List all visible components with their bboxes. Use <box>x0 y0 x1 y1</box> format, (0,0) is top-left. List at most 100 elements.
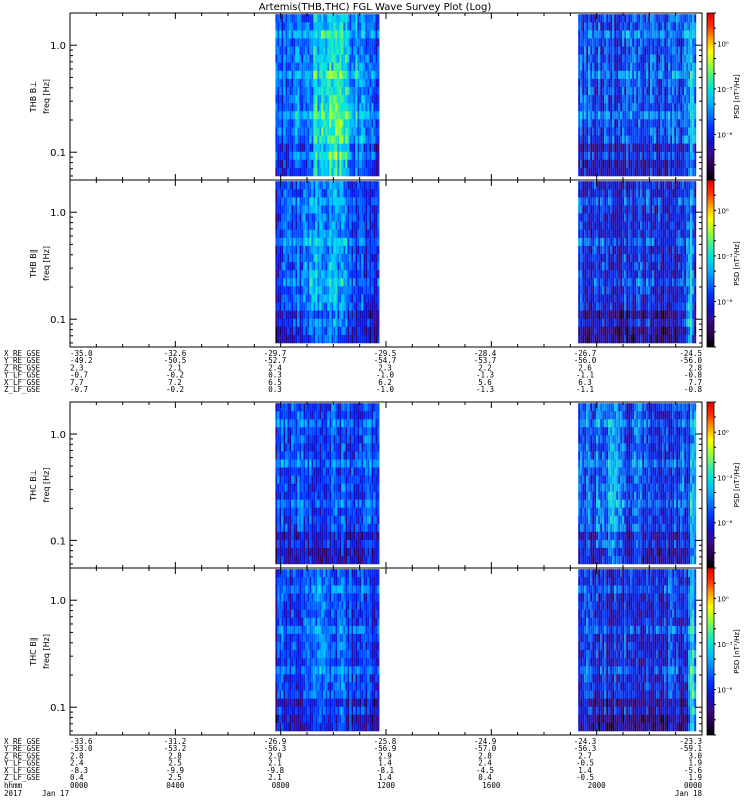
colorbar-tick-label: 10⁰ <box>717 595 729 603</box>
orbit-value: 1.4 <box>378 759 392 768</box>
orbit-value: 7.7 <box>688 378 702 387</box>
orbit-value: -59.1 <box>679 744 702 753</box>
orbit-value: 1.9 <box>688 773 702 782</box>
colorbar-tick-label: 10⁰ <box>717 40 729 48</box>
orbit-value: 2.2 <box>478 363 492 372</box>
orbit-value: -1.1 <box>576 371 594 380</box>
colorbar-thc-bperp <box>706 401 715 569</box>
freq-tick-label: 0.1 <box>50 148 66 159</box>
panel-thc-bperp: 1.0 0.1 THC B⊥ freq [Hz] 10⁰ 10⁻³ 10⁻⁶ PSD [nT²… <box>29 401 741 569</box>
orbit-value: -28.4 <box>474 349 497 358</box>
orbit-row-label: X_LF_GSE <box>4 766 41 775</box>
orbit-row-label: Y_RE_GSE <box>4 744 41 753</box>
orbit-value: -56.3 <box>264 744 287 753</box>
date-end-label: Jan 18 <box>675 789 703 798</box>
orbit-value: -5.6 <box>684 766 703 775</box>
time-tick-label: 1600 <box>482 781 501 790</box>
panel-thc-bpar: 1.0 0.1 THC B∥ freq [Hz] 10⁰ 10⁻³ 10⁻⁶ PSD [nT²… <box>29 567 741 736</box>
orbit-value: 6.3 <box>578 378 592 387</box>
time-tick-label: 0400 <box>166 781 185 790</box>
orbit-value: 2.9 <box>378 751 392 760</box>
orbit-value: -56.3 <box>574 744 597 753</box>
orbit-value: 2.3 <box>70 363 84 372</box>
orbit-value: 3.0 <box>688 751 702 760</box>
orbit-row-label: X_RE_GSE <box>4 737 41 746</box>
orbit-row-label: Y_RE_GSE <box>4 356 41 365</box>
colorbar-tick-label: 10⁻³ <box>717 253 733 261</box>
orbit-value: -0.2 <box>166 385 184 394</box>
panel-yunit: freq [Hz] <box>42 468 51 503</box>
orbit-row-label: Y_LF_GSE <box>4 371 41 380</box>
orbit-value: -8.3 <box>70 766 88 775</box>
orbit-row-label: Z_RE_GSE <box>4 363 41 372</box>
orbit-value: 2.1 <box>268 759 282 768</box>
panel-ylabel: THC B∥ <box>29 637 38 667</box>
orbit-value: -0.8 <box>684 371 703 380</box>
orbit-row-label: Z_LF_GSE <box>4 773 41 782</box>
panel-yunit: freq [Hz] <box>42 634 51 669</box>
spectrogram-panels: 1.0 0.1 THB B⊥ freq [Hz] 10⁰ 10⁻³ 10⁻⁶ PSD [nT²… <box>29 12 741 736</box>
orbit-value: 2.1 <box>168 363 182 372</box>
orbit-value: 0.4 <box>478 773 492 782</box>
orbit-value: -49.2 <box>70 356 93 365</box>
orbit-value: -1.0 <box>376 385 395 394</box>
orbit-value: 6.5 <box>268 378 282 387</box>
orbit-value: -26.9 <box>264 737 287 746</box>
orbit-value: -0.5 <box>576 759 594 768</box>
orbit-value: -1.3 <box>476 385 494 394</box>
orbit-value: -56.9 <box>374 744 397 753</box>
orbit-value: -8.1 <box>376 766 394 775</box>
orbit-value: -0.2 <box>166 371 184 380</box>
orbit-value: -24.3 <box>574 737 597 746</box>
orbit-value: 0.3 <box>268 385 282 394</box>
plot-title: Artemis(THB,THC) FGL Wave Survey Plot (L… <box>259 2 492 13</box>
orbit-row-label: Z_RE_GSE <box>4 751 41 760</box>
orbit-row-label: X_LF_GSE <box>4 378 41 387</box>
orbit-value: -53.2 <box>164 744 187 753</box>
colorbar-label: PSD [nT²/Hz] <box>733 629 741 674</box>
spectrogram-thc-bperp <box>275 403 697 565</box>
orbit-value: -53.0 <box>70 744 93 753</box>
time-tick-label: 0000 <box>70 781 89 790</box>
orbit-value: 2.8 <box>478 751 492 760</box>
colorbar-label: PSD [nT²/Hz] <box>733 74 741 119</box>
orbit-value: -0.7 <box>70 371 88 380</box>
panel-ylabel: THB B⊥ <box>29 81 38 113</box>
date-start-label: Jan 17 <box>42 789 69 798</box>
orbit-value: 2.5 <box>168 759 182 768</box>
orbit-value: 2.8 <box>168 751 182 760</box>
orbit-value: -53.7 <box>474 356 497 365</box>
orbit-value: 2.1 <box>268 773 282 782</box>
orbit-value: 2.6 <box>578 363 592 372</box>
orbit-value: 2.5 <box>168 773 182 782</box>
orbit-value: -9.9 <box>166 766 184 775</box>
orbit-value: -50.5 <box>164 356 187 365</box>
orbit-value: -52.7 <box>264 356 287 365</box>
colorbar-tick-label: 10⁰ <box>717 207 729 215</box>
spectrogram-thc-bpar <box>275 569 697 732</box>
colorbar-tick-label: 10⁻⁶ <box>717 520 733 528</box>
orbit-value: 1.9 <box>688 759 702 768</box>
orbit-value: 6.2 <box>378 378 392 387</box>
time-tick-label: 1200 <box>377 781 396 790</box>
orbit-row-label: Z_LF_GSE <box>4 385 41 394</box>
time-tick-label: 2000 <box>588 781 607 790</box>
orbit-value: -24.9 <box>474 737 497 746</box>
orbit-value: -56.0 <box>679 356 702 365</box>
orbit-value: 1.4 <box>378 773 392 782</box>
orbit-value: 2.8 <box>70 751 84 760</box>
spectrogram-thb-bpar <box>275 181 697 344</box>
orbit-value: -25.8 <box>374 737 397 746</box>
panel-ylabel: THB B∥ <box>29 249 38 278</box>
orbit-value: -1.1 <box>576 385 594 394</box>
colorbar-tick-label: 10⁻⁶ <box>717 298 733 306</box>
panel-ylabel: THC B⊥ <box>29 469 38 502</box>
orbit-value: 7.7 <box>70 378 84 387</box>
colorbar-thb-bperp <box>706 12 715 181</box>
orbit-value: 2.8 <box>688 363 702 372</box>
orbit-value: -35.0 <box>70 349 93 358</box>
orbit-value: 0.3 <box>268 371 282 380</box>
orbit-value: -29.5 <box>374 349 397 358</box>
